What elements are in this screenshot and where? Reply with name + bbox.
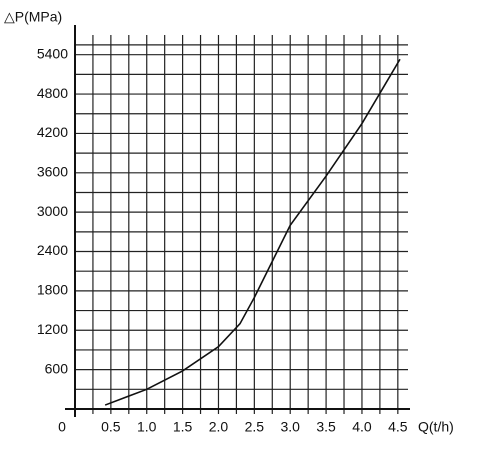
x-tick-label: 1.0 [137,419,157,435]
y-tick-label: 3600 [37,163,68,179]
x-tick-label: 4.0 [352,419,372,435]
y-tick-label: 1200 [37,321,68,337]
x-tick-label: 3.0 [280,419,300,435]
x-tick-label: 1.5 [173,419,193,435]
y-tick-label: 4200 [37,124,68,140]
data-line [104,58,401,406]
y-tick-label: 600 [45,360,69,376]
x-tick-label: 4.5 [388,419,408,435]
y-tick-label: 4800 [37,85,68,101]
y-tick-label: 5400 [37,45,68,61]
x-tick-label: 2.5 [245,419,265,435]
y-tick-label: 1800 [37,282,68,298]
y-tick-label: 3000 [37,203,68,219]
x-tick-label: 0 [58,419,66,435]
y-tick-label: 2400 [37,242,68,258]
y-axis-label: △P(MPa) [4,9,62,25]
x-tick-label: 3.5 [316,419,336,435]
x-tick-label: 0.5 [101,419,121,435]
x-axis-label: Q(t/h) [418,419,454,435]
x-tick-label: 2.0 [209,419,229,435]
